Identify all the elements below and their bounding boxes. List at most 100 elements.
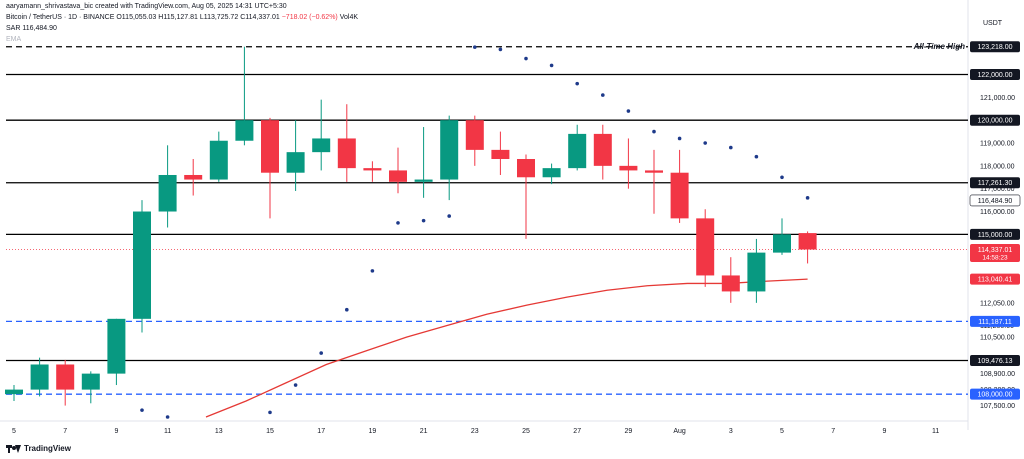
sar-dot [447,214,452,218]
candle-body [568,133,587,169]
ohlc-close: C114,337.01 [240,14,280,21]
candle-body [286,152,305,173]
x-tick-label: 23 [471,428,479,435]
price-tag-label: 116,484.90 [978,198,1013,205]
sar-dot [575,81,579,86]
x-tick-label: 11 [932,428,939,435]
sar-dot [754,154,759,159]
candle-body [414,179,433,182]
sar-dot [268,410,272,415]
candle-body [542,168,561,178]
x-tick-label: 27 [573,428,581,435]
ohlc-open: O115,055.03 [116,14,157,21]
sar-dot [805,196,810,200]
price-tag-countdown: 14:58:23 [982,254,1008,261]
candle-body [337,138,356,169]
ema-label: EMA [6,36,22,43]
candle [337,104,356,182]
candle-body [158,174,177,212]
y-tick-label: 107,500.00 [980,403,1015,410]
tradingview-watermark: TradingView [6,444,71,453]
candle-body [491,149,510,160]
candle [56,359,75,406]
level-tag-label: 120,000.00 [977,118,1012,125]
price-tag [969,194,1021,207]
sar-dot [703,141,707,145]
sar-dot [549,63,554,68]
candle-body [440,120,459,180]
sar-dot [345,307,349,312]
y-tick-label: 110,500.00 [980,335,1015,342]
y-tick-label: 121,000.00 [980,95,1015,102]
level-tag [970,41,1020,53]
candle [158,145,177,228]
header-sar-line[interactable]: SAR 116,484.90 [6,24,57,34]
candle-body [619,165,638,171]
level-tag-label: 123,218.00 [977,44,1012,51]
price-tag-label: 113,040.41 [978,277,1013,284]
level-tag-label: 117,261.30 [978,180,1013,187]
x-tick-label: 29 [625,428,633,435]
x-tick-label: 3 [729,428,733,435]
candle-body [696,218,715,276]
candle [5,385,23,402]
x-tick-label: 25 [522,428,530,435]
candle [81,371,100,404]
candle [670,149,689,223]
ath-annotation: All-Time High [913,42,966,51]
candle-body [465,120,484,150]
level-tag [970,228,1020,240]
candle [517,154,535,239]
x-tick-label: 11 [164,428,171,435]
candle [798,231,817,264]
currency-label: USDT [983,20,1003,27]
candle-body [645,170,663,173]
candle-body [261,120,279,173]
x-tick-label: 5 [780,428,784,435]
x-tick-label: 7 [63,428,67,435]
ema-line [205,278,808,418]
sar-dot [524,56,528,61]
candle-body [107,318,126,374]
header-ema-line[interactable]: EMA [6,35,21,45]
level-tag [970,69,1020,81]
candle-body [56,364,75,390]
level-tag-label: 115,000.00 [978,232,1013,239]
candle-body [798,233,817,250]
candle [645,149,663,214]
sar-dot [677,136,682,141]
candle-body [363,168,382,171]
candle-body [5,389,23,395]
candle [363,161,382,182]
candle [542,163,561,185]
ohlc-high: H115,127.81 [158,14,198,21]
level-tag [970,177,1020,189]
candle [209,131,228,182]
candle [465,115,484,166]
candle [747,238,766,303]
candle-body [670,172,689,219]
symbol-name[interactable]: Bitcoin / TetherUS · 1D · BINANCE [6,14,115,21]
header-credit: aaryamann_shrivastava_bic created with T… [6,3,287,10]
x-tick-label: 13 [215,428,223,435]
candle [696,209,715,287]
candle [286,120,305,191]
candle [133,200,151,333]
candle [312,99,331,171]
x-tick-label: 9 [114,428,118,435]
x-tick-label: 5 [12,428,16,435]
candle-body [133,211,151,319]
sar-dot [319,351,324,355]
x-tick-label: 9 [882,428,886,435]
candle [619,138,638,189]
sar-dot [601,93,605,97]
candle-body [721,275,740,292]
x-tick-label: 7 [831,428,835,435]
sar-dot [396,221,400,225]
level-tag [970,354,1020,366]
sar-dot [498,47,503,52]
candle-body [773,234,791,253]
price-tag [970,243,1020,262]
x-tick-label: Aug [673,428,686,435]
